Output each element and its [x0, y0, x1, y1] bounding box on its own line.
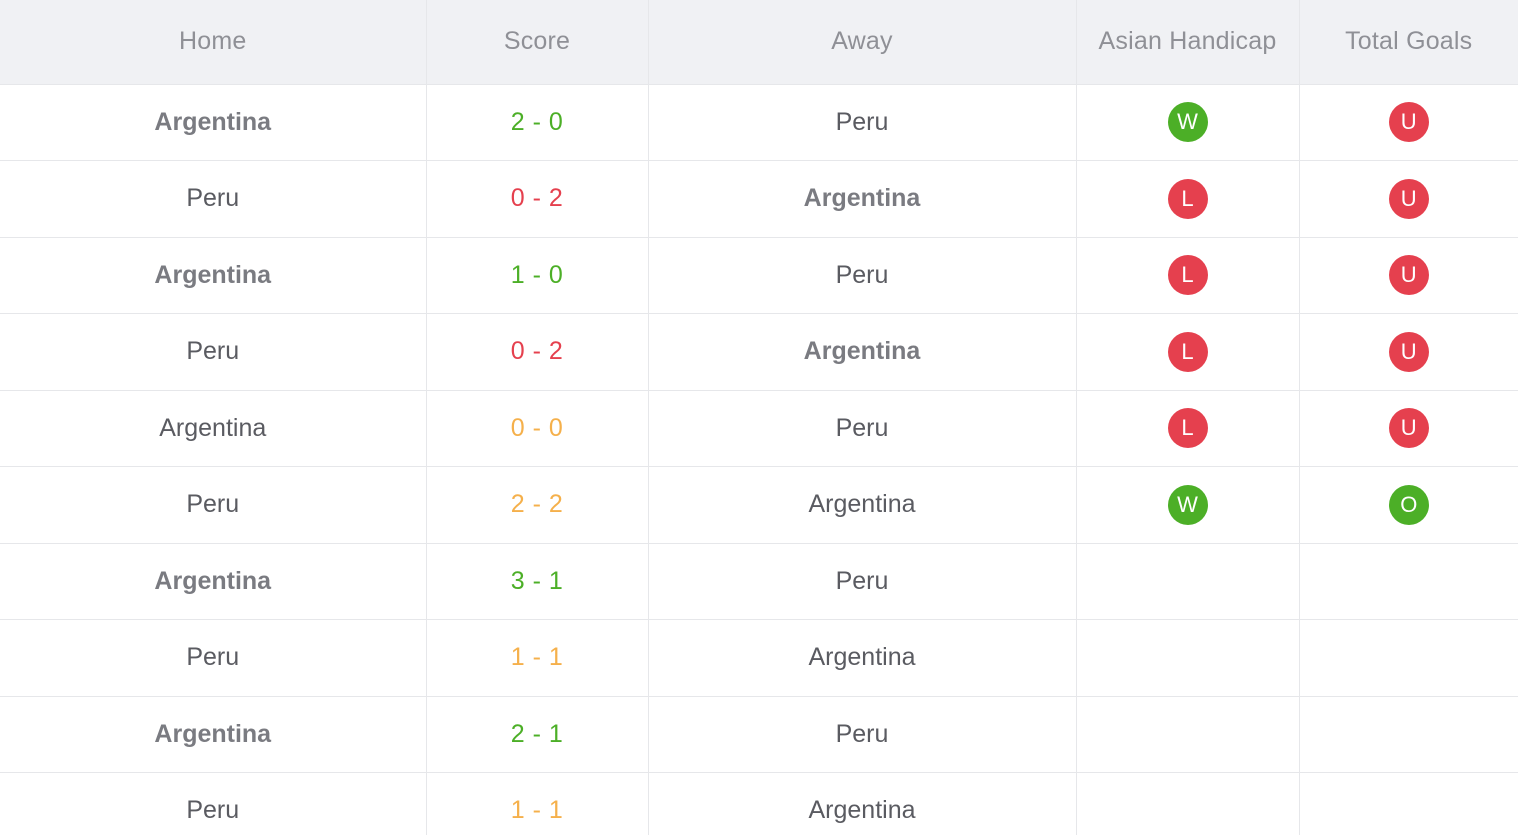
asian-handicap-cell — [1076, 696, 1300, 773]
total-goals-result-badge: O — [1388, 484, 1429, 525]
asian-handicap-result-badge: L — [1167, 331, 1208, 372]
match-row[interactable]: Argentina 0 - 0 Peru L U — [0, 390, 1518, 467]
away-team: Peru — [648, 543, 1077, 620]
match-score: 1 - 1 — [426, 772, 649, 835]
total-goals-result-badge: U — [1388, 255, 1429, 296]
total-goals-result-badge: U — [1388, 408, 1429, 449]
home-team: Argentina — [0, 543, 427, 620]
away-team: Argentina — [648, 160, 1077, 238]
match-score: 0 - 2 — [426, 160, 649, 238]
header-row: Home Score Away Asian Handicap Total Goa… — [0, 0, 1518, 85]
home-team: Argentina — [0, 696, 427, 773]
away-team: Peru — [648, 696, 1077, 773]
asian-handicap-cell — [1076, 543, 1300, 620]
match-row[interactable]: Argentina 2 - 0 Peru W U — [0, 84, 1518, 161]
home-team: Peru — [0, 619, 427, 697]
total-goals-result-badge: U — [1388, 178, 1429, 219]
column-header-asian-handicap[interactable]: Asian Handicap — [1076, 0, 1300, 85]
total-goals-cell: O — [1299, 466, 1518, 544]
match-row[interactable]: Peru 1 - 1 Argentina — [0, 772, 1518, 835]
match-row[interactable]: Peru 0 - 2 Argentina L U — [0, 160, 1518, 238]
asian-handicap-cell: L — [1076, 390, 1300, 467]
asian-handicap-cell: W — [1076, 466, 1300, 544]
total-goals-cell: U — [1299, 313, 1518, 391]
home-team: Argentina — [0, 237, 427, 314]
total-goals-cell: U — [1299, 160, 1518, 238]
table-header: Home Score Away Asian Handicap Total Goa… — [0, 0, 1518, 85]
total-goals-cell — [1299, 543, 1518, 620]
match-row[interactable]: Peru 2 - 2 Argentina W O — [0, 466, 1518, 544]
total-goals-cell — [1299, 772, 1518, 835]
asian-handicap-cell: W — [1076, 84, 1300, 161]
total-goals-result-badge: U — [1388, 102, 1429, 143]
asian-handicap-cell — [1076, 772, 1300, 835]
column-header-total-goals[interactable]: Total Goals — [1299, 0, 1518, 85]
away-team: Peru — [648, 237, 1077, 314]
home-team: Argentina — [0, 390, 427, 467]
asian-handicap-result-badge: L — [1167, 408, 1208, 449]
away-team: Argentina — [648, 772, 1077, 835]
match-score: 2 - 2 — [426, 466, 649, 544]
match-row[interactable]: Peru 0 - 2 Argentina L U — [0, 313, 1518, 391]
asian-handicap-cell — [1076, 619, 1300, 697]
away-team: Argentina — [648, 313, 1077, 391]
match-score: 0 - 0 — [426, 390, 649, 467]
match-score: 1 - 1 — [426, 619, 649, 697]
home-team: Peru — [0, 313, 427, 391]
away-team: Peru — [648, 390, 1077, 467]
total-goals-cell: U — [1299, 390, 1518, 467]
asian-handicap-cell: L — [1076, 313, 1300, 391]
away-team: Argentina — [648, 466, 1077, 544]
home-team: Peru — [0, 772, 427, 835]
asian-handicap-result-badge: L — [1167, 178, 1208, 219]
match-score: 1 - 0 — [426, 237, 649, 314]
total-goals-cell: U — [1299, 237, 1518, 314]
total-goals-cell — [1299, 696, 1518, 773]
match-score: 0 - 2 — [426, 313, 649, 391]
match-row[interactable]: Argentina 1 - 0 Peru L U — [0, 237, 1518, 314]
asian-handicap-result-badge: L — [1167, 255, 1208, 296]
match-row[interactable]: Argentina 3 - 1 Peru — [0, 543, 1518, 620]
asian-handicap-result-badge: W — [1167, 484, 1208, 525]
asian-handicap-cell: L — [1076, 160, 1300, 238]
column-header-home[interactable]: Home — [0, 0, 427, 85]
column-header-score[interactable]: Score — [426, 0, 649, 85]
match-row[interactable]: Argentina 2 - 1 Peru — [0, 696, 1518, 773]
asian-handicap-result-badge: W — [1167, 102, 1208, 143]
asian-handicap-cell: L — [1076, 237, 1300, 314]
match-score: 2 - 1 — [426, 696, 649, 773]
home-team: Peru — [0, 160, 427, 238]
total-goals-result-badge: U — [1388, 331, 1429, 372]
match-row[interactable]: Peru 1 - 1 Argentina — [0, 619, 1518, 697]
column-header-away[interactable]: Away — [648, 0, 1077, 85]
total-goals-cell — [1299, 619, 1518, 697]
home-team: Argentina — [0, 84, 427, 161]
home-team: Peru — [0, 466, 427, 544]
match-score: 3 - 1 — [426, 543, 649, 620]
away-team: Peru — [648, 84, 1077, 161]
table-body: Argentina 2 - 0 Peru W U Peru 0 - 2 Argentina L U… — [0, 84, 1518, 835]
away-team: Argentina — [648, 619, 1077, 697]
match-score: 2 - 0 — [426, 84, 649, 161]
total-goals-cell: U — [1299, 84, 1518, 161]
